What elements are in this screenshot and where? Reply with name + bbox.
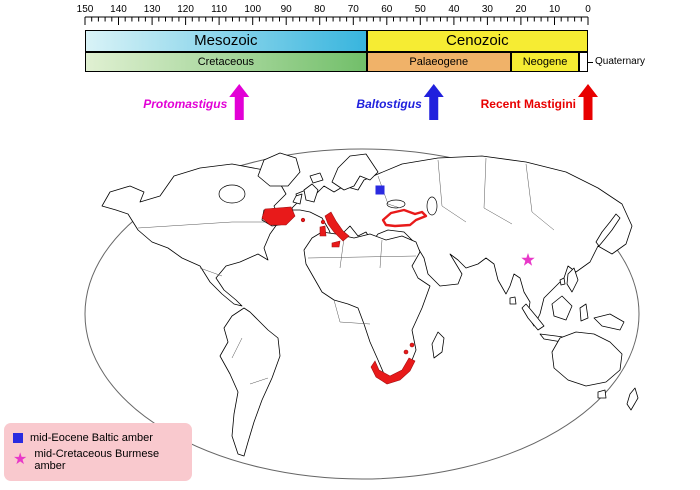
border-us-mexico — [199, 267, 223, 277]
period-cretaceous: Cretaceous — [85, 52, 367, 72]
new-guinea — [593, 313, 625, 331]
quaternary-label: Quaternary — [595, 56, 646, 67]
tick-label-20: 20 — [515, 4, 527, 15]
tick-label-130: 130 — [144, 4, 161, 15]
border-central-africa — [333, 299, 371, 325]
border-central-asia — [437, 157, 555, 231]
distribution-iberia — [261, 206, 296, 226]
caspian-sea — [426, 196, 438, 216]
event-arrow-baltostigus — [423, 84, 444, 120]
baltic-amber-marker — [375, 185, 385, 195]
border-us-canada — [137, 221, 268, 229]
taiwan — [559, 277, 566, 286]
era-bar: Mesozoic Cenozoic — [0, 30, 700, 52]
legend-item-baltic-amber: mid-Eocene Baltic amber — [13, 432, 183, 444]
greenland — [257, 152, 301, 187]
tick-label-110: 110 — [211, 4, 227, 15]
time-axis: 0 10 20 30 40 50 60 70 80 90 100 110 120 130 140 150 — [77, 4, 591, 25]
legend-label-baltic: mid-Eocene Baltic amber — [30, 432, 153, 444]
sulawesi — [579, 303, 589, 322]
event-label-recent-mastigini: Recent Mastigini — [480, 97, 576, 111]
tasmania — [597, 389, 607, 399]
map-markers — [375, 185, 535, 266]
legend: mid-Eocene Baltic amber ★ mid-Cretaceous… — [4, 423, 192, 481]
tick-label-70: 70 — [348, 4, 360, 15]
world-map — [84, 148, 640, 480]
philippines — [566, 267, 579, 293]
border-north-africa — [307, 237, 417, 269]
iceland — [309, 172, 324, 184]
burmese-amber-marker — [521, 253, 535, 266]
tick-label-140: 140 — [110, 4, 127, 15]
continent-south-america — [219, 307, 281, 457]
distribution-sardinia — [319, 225, 327, 237]
sumatra — [521, 303, 545, 331]
event-arrow-recent-mastigini — [578, 84, 598, 120]
hudson-bay — [218, 184, 246, 204]
great-britain — [303, 183, 319, 203]
square-icon — [13, 433, 23, 443]
era-cenozoic: Cenozoic — [366, 30, 588, 52]
borneo — [551, 295, 573, 321]
era-mesozoic: Mesozoic — [85, 30, 367, 52]
border-south-america — [231, 337, 269, 385]
tick-label-150: 150 — [77, 4, 94, 15]
period-palaeogene: Palaeogene — [366, 52, 511, 72]
period-bar: Cretaceous Palaeogene Neogene — [0, 52, 700, 72]
ireland — [292, 193, 303, 205]
new-zealand — [626, 387, 639, 411]
distribution-south-africa-dot-2 — [409, 342, 415, 348]
distribution-sicily — [331, 240, 341, 248]
distribution-balearics — [300, 217, 306, 223]
distribution-south-africa-dot-1 — [403, 349, 409, 355]
period-neogene: Neogene — [510, 52, 580, 72]
border-russia-west — [377, 175, 401, 209]
tick-label-10: 10 — [549, 4, 561, 15]
distribution-south-africa — [370, 357, 416, 385]
event-label-protomastigus: Protomastigus — [143, 97, 228, 111]
black-sea — [386, 199, 406, 209]
distribution-anatolia-caucasus — [381, 208, 428, 228]
legend-label-burmese: mid-Cretaceous Burmese amber — [34, 448, 160, 472]
tick-label-80: 80 — [314, 4, 326, 15]
quaternary-tick — [588, 62, 593, 63]
sri-lanka — [509, 296, 517, 305]
distribution-italy — [324, 211, 350, 242]
continent-africa — [303, 231, 431, 381]
madagascar — [431, 331, 445, 359]
tick-label-30: 30 — [482, 4, 494, 15]
japan — [595, 213, 621, 247]
event-label-baltostigus: Baltostigus — [356, 97, 422, 111]
tick-label-90: 90 — [281, 4, 293, 15]
legend-item-burmese-amber: ★ mid-Cretaceous Burmese amber — [13, 448, 183, 472]
distribution-corsica — [320, 219, 326, 225]
tick-label-40: 40 — [448, 4, 460, 15]
tick-label-120: 120 — [177, 4, 194, 15]
star-icon: ★ — [13, 451, 28, 468]
scandinavia — [331, 153, 379, 191]
event-arrow-protomastigus — [229, 84, 250, 120]
tick-label-50: 50 — [415, 4, 427, 15]
tick-label-60: 60 — [381, 4, 393, 15]
period-quaternary — [579, 52, 588, 72]
tick-label-100: 100 — [244, 4, 261, 15]
tick-label-0: 0 — [585, 4, 591, 15]
continent-australia — [551, 331, 623, 387]
